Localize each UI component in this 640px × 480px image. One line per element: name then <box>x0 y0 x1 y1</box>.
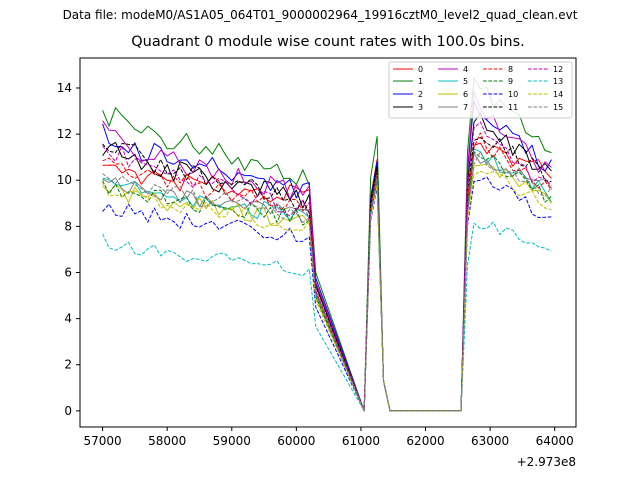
series-line-13 <box>102 177 552 412</box>
legend-label-5: 5 <box>463 77 468 86</box>
plot-frame <box>79 57 577 428</box>
legend-label-15: 15 <box>553 103 563 112</box>
series-line-9 <box>102 151 552 412</box>
figure-suptitle: Data file: modeM0/AS1A05_064T01_90000029… <box>62 8 578 22</box>
legend-label-7: 7 <box>463 103 468 112</box>
series-line-2 <box>102 100 552 412</box>
y-tick-label: 12 <box>57 127 72 141</box>
legend-label-13: 13 <box>553 77 563 86</box>
legend-label-3: 3 <box>418 103 423 112</box>
x-offset-label: +2.973e8 <box>517 455 576 469</box>
axis-layer: 57000 58000 59000 60000 61000 62000 63000 64000… <box>57 81 574 448</box>
y-tick-label: 8 <box>64 219 72 233</box>
legend-box <box>388 61 573 119</box>
y-tick-label: 10 <box>57 173 72 187</box>
y-tick-label: 2 <box>64 358 72 372</box>
legend-label-1: 1 <box>418 77 423 86</box>
legend-label-0: 0 <box>418 65 423 74</box>
series-layer <box>102 77 552 412</box>
series-line-3 <box>102 112 552 412</box>
series-line-14 <box>102 170 552 412</box>
series-line-8 <box>102 132 552 412</box>
series-line-5 <box>102 148 552 412</box>
x-tick-label: 57000 <box>84 434 122 448</box>
series-line-12 <box>102 121 552 412</box>
legend-label-8: 8 <box>508 65 513 74</box>
x-tick-label: 62000 <box>406 434 444 448</box>
series-line-6 <box>102 163 552 412</box>
legend-label-6: 6 <box>463 90 468 99</box>
series-line-1 <box>102 77 552 412</box>
legend-label-14: 14 <box>553 90 563 99</box>
series-line-10 <box>102 176 552 412</box>
y-tick-label: 6 <box>64 265 72 279</box>
x-tick-label: 58000 <box>148 434 186 448</box>
x-tick-label: 61000 <box>342 434 380 448</box>
y-tick-label: 0 <box>64 404 72 418</box>
x-tick-label: 60000 <box>277 434 315 448</box>
legend-label-9: 9 <box>508 77 513 86</box>
series-line-11 <box>102 137 552 412</box>
series-line-15 <box>102 151 552 412</box>
x-tick-label: 59000 <box>213 434 251 448</box>
legend-label-2: 2 <box>418 90 423 99</box>
x-tick-label: 63000 <box>471 434 509 448</box>
legend-label-10: 10 <box>508 90 518 99</box>
legend-label-4: 4 <box>463 65 468 74</box>
x-tick-label: 64000 <box>536 434 574 448</box>
chart-title: Quadrant 0 module wise count rates with … <box>131 34 525 50</box>
y-tick-label: 14 <box>57 81 72 95</box>
y-tick-label: 4 <box>64 312 72 326</box>
legend-label-12: 12 <box>553 65 563 74</box>
legend-label-11: 11 <box>508 103 518 112</box>
series-line-7 <box>102 153 552 412</box>
